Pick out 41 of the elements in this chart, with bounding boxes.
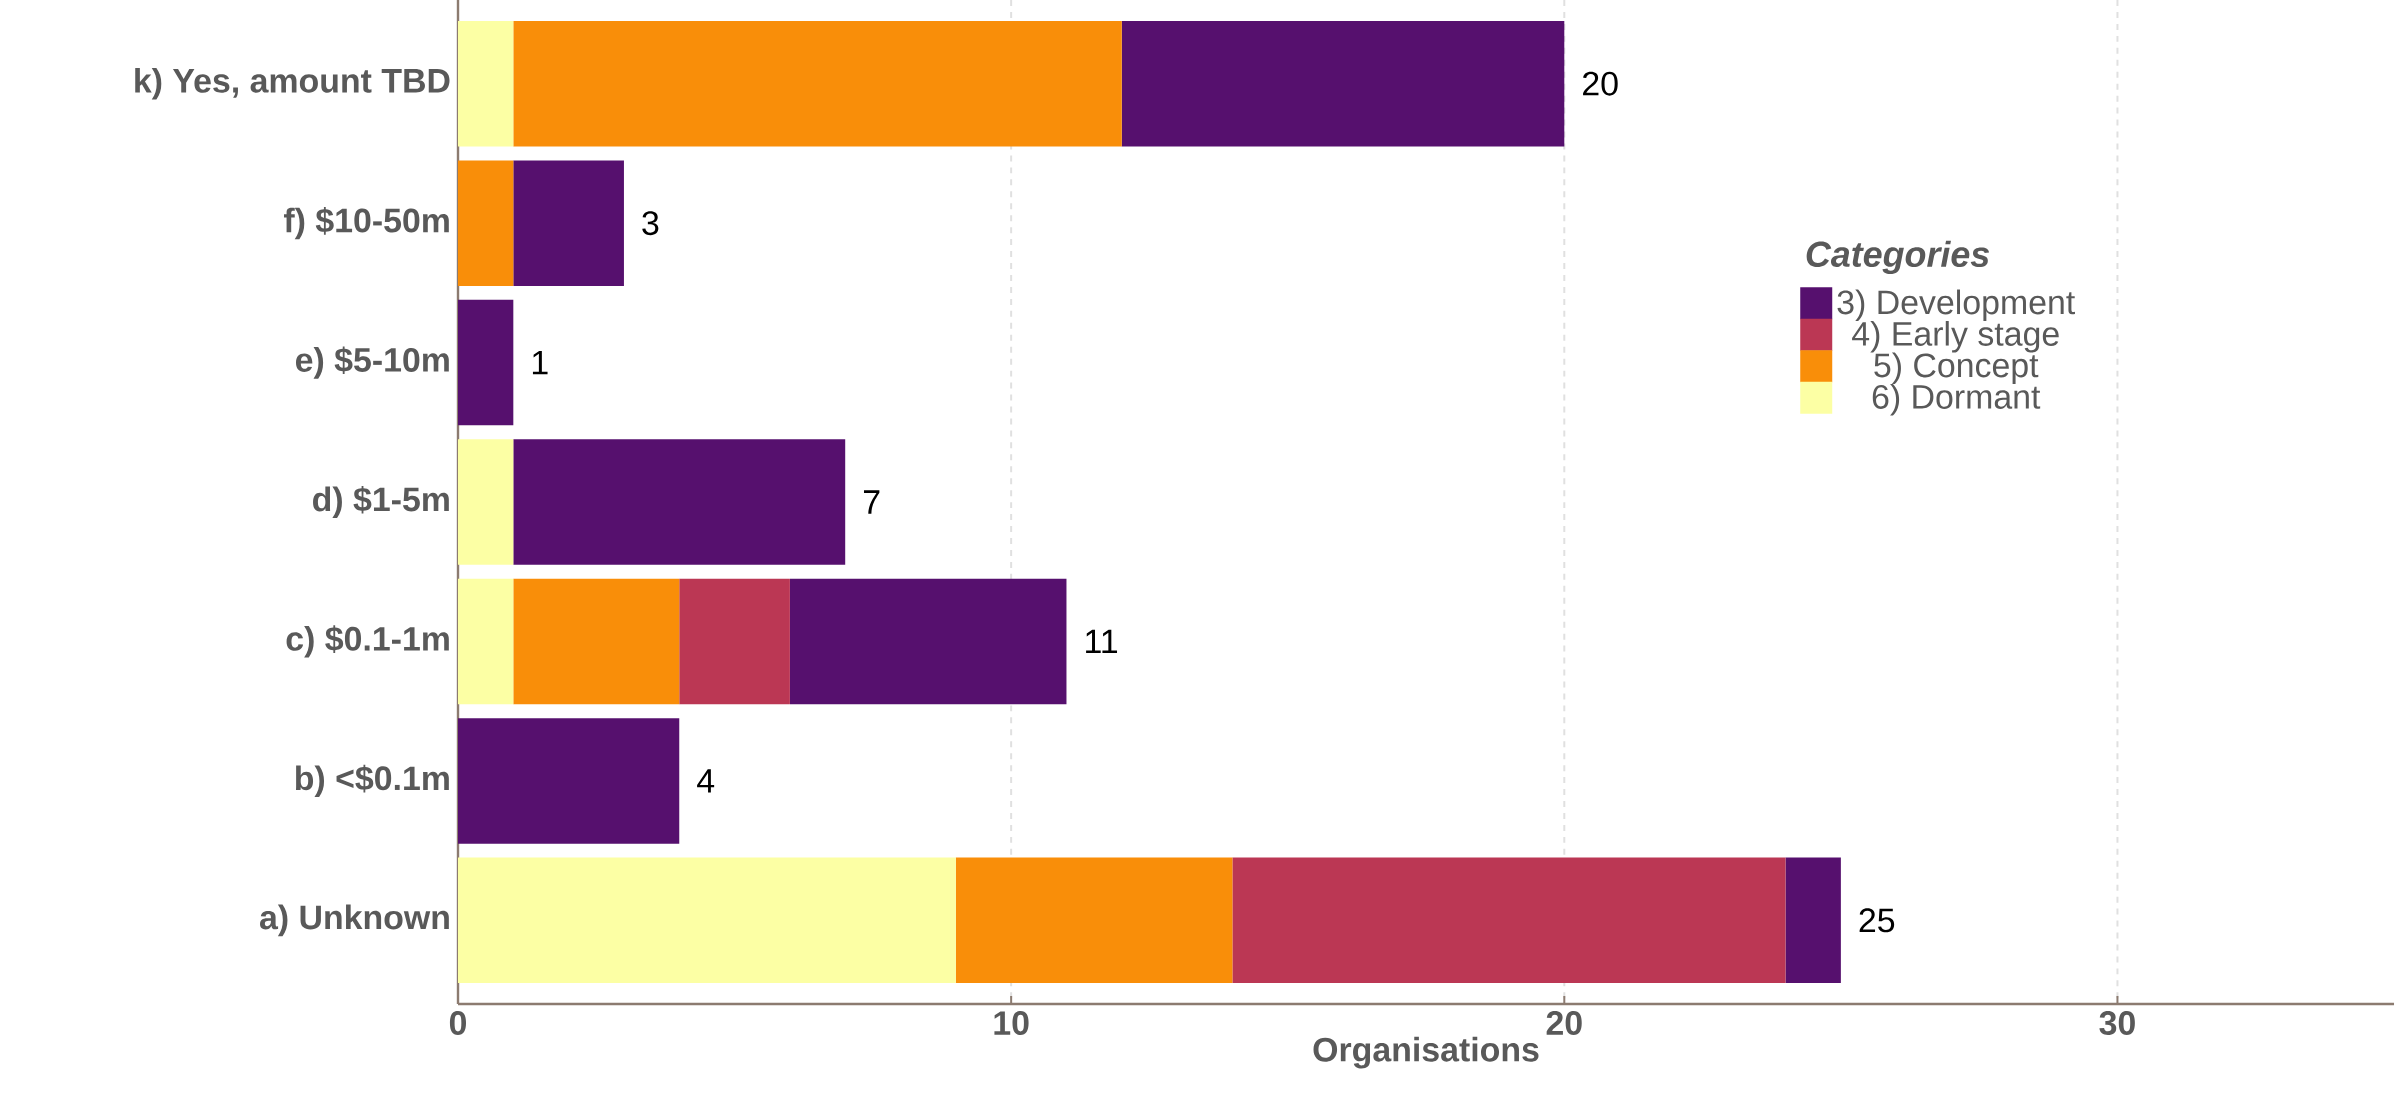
bar <box>1121 20 1565 147</box>
total-label: 11 <box>1086 629 1118 654</box>
bar <box>458 857 956 984</box>
legend-label: 6) Dormant <box>1872 384 2041 416</box>
x-axis-title: Organisations <box>1313 1036 1539 1069</box>
total-label: 7 <box>864 490 880 514</box>
bar <box>458 718 680 844</box>
bar <box>458 299 514 426</box>
total-label: 20 <box>1583 71 1618 96</box>
legend-title: Categories <box>1806 240 1990 275</box>
y-tick-label: a) Unknown <box>260 904 449 937</box>
x-tick-label: 20 <box>1546 1011 1582 1036</box>
bar <box>1785 857 1841 984</box>
total-label: 25 <box>1859 908 1895 933</box>
bar <box>513 160 624 286</box>
bar <box>679 578 790 705</box>
legend-label: 3) Development <box>1837 289 2075 322</box>
y-tick-label: k) Yes, amount TBD <box>135 67 450 100</box>
bar <box>458 20 514 147</box>
bar <box>1232 857 1786 984</box>
y-tick-label: c) $0.1-1m <box>286 625 449 658</box>
total-label: 3 <box>642 211 659 236</box>
total-label: 4 <box>697 769 715 793</box>
bar <box>513 20 1122 147</box>
total-label: 1 <box>532 350 548 375</box>
bar <box>789 578 1067 705</box>
bar <box>458 160 514 286</box>
y-tick-label: e) $5-10m <box>295 346 449 379</box>
bar <box>513 439 846 565</box>
y-tick-label: f) $10-50m <box>283 207 449 240</box>
x-tick-label: 10 <box>994 1011 1029 1036</box>
y-tick-label: b) <$0.1m <box>295 764 449 797</box>
bar <box>458 578 514 705</box>
bar <box>955 857 1233 984</box>
y-tick-label: d) $1-5m <box>313 485 449 519</box>
x-tick-label: 0 <box>449 1011 467 1036</box>
bar <box>513 578 680 705</box>
legend-label: 5) Concept <box>1874 352 2039 385</box>
bar <box>458 439 514 565</box>
legend-label: 4) Early stage <box>1852 321 2059 353</box>
x-tick-label: 30 <box>2099 1011 2135 1036</box>
